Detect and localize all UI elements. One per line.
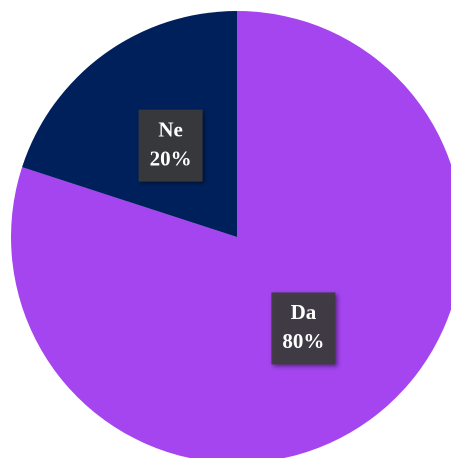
category-label: Ne [158,117,183,141]
data-label: Ne 20% [138,109,203,182]
value-label: 20% [150,146,192,170]
category-label: Da [291,300,317,324]
label-box [138,109,203,182]
data-label: Da 80% [271,292,336,365]
label-box [271,292,336,365]
pie-slice [11,11,451,458]
value-label: 80% [282,329,324,353]
